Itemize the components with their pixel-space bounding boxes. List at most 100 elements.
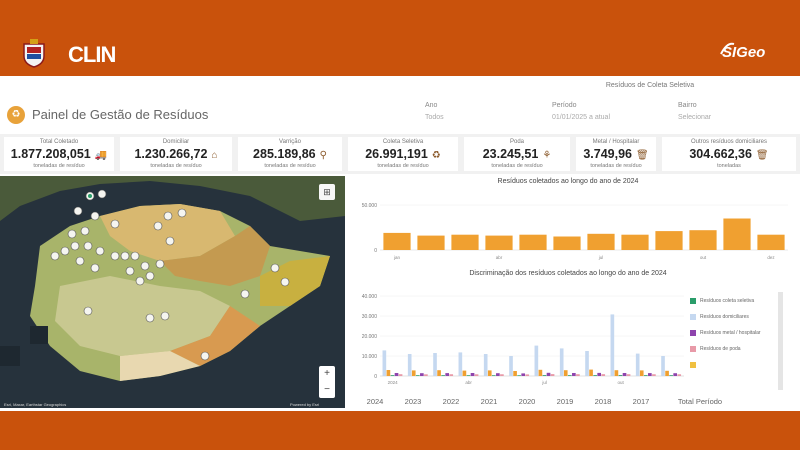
- year-tab[interactable]: 2019: [556, 397, 574, 406]
- kpi-label: Total Coletado: [39, 139, 79, 145]
- legend-swatch: [690, 297, 696, 304]
- legend-scrollbar[interactable]: [778, 292, 783, 390]
- legend-item[interactable]: Resíduos coleta seletiva: [690, 296, 754, 306]
- bar: [723, 218, 751, 250]
- y-tick-label: 10.000: [362, 354, 378, 360]
- map-marker: [75, 256, 85, 266]
- map-marker: [90, 263, 100, 273]
- bar: [559, 348, 564, 376]
- x-tick-label: jul: [598, 255, 604, 260]
- map-marker: [67, 229, 77, 239]
- x-tick-label: 2024: [388, 380, 399, 385]
- y-tick-label: 40.000: [362, 294, 378, 300]
- bar: [382, 350, 387, 376]
- layers-button[interactable]: ⊞: [319, 184, 335, 200]
- can-icon: 🗑: [755, 150, 769, 161]
- bar: [621, 234, 649, 250]
- bar: [500, 374, 504, 376]
- year-tab[interactable]: 2023: [404, 397, 422, 406]
- filter-year[interactable]: Ano Todos: [425, 102, 535, 132]
- land-north: [0, 176, 345, 221]
- bar: [689, 230, 717, 250]
- bar: [445, 373, 450, 376]
- bar: [420, 373, 424, 376]
- kpi-label: Poda: [509, 139, 524, 145]
- filter-period[interactable]: Período 01/01/2025 a atual: [552, 102, 662, 132]
- legend-item[interactable]: Resíduos domiciliares: [690, 312, 749, 322]
- y-tick-label: 50.000: [362, 203, 378, 209]
- bar: [661, 356, 665, 376]
- district-center: [55, 276, 230, 356]
- year-tab-total[interactable]: Total Período: [677, 397, 723, 406]
- filter-neighborhood[interactable]: Bairro Selecionar: [678, 102, 788, 132]
- zoom-in-button[interactable]: +: [324, 368, 330, 379]
- truck-icon: 🚚: [94, 150, 108, 161]
- kpi-value: 285.189,86 ⚲: [253, 147, 327, 161]
- map-marker: [165, 236, 175, 246]
- legend-item[interactable]: [690, 360, 700, 370]
- legend-swatch: [690, 345, 696, 352]
- broom-icon: ⚲: [319, 150, 327, 161]
- bar: [521, 373, 526, 376]
- bar: [407, 354, 412, 376]
- bar: [386, 370, 391, 376]
- top-bar: CLIN SIGeo: [0, 0, 800, 76]
- map-marker: [270, 263, 280, 273]
- district-north: [100, 204, 235, 261]
- year-tab[interactable]: 2020: [518, 397, 536, 406]
- dashboard-tab[interactable]: Resíduos de Coleta Seletiva: [605, 82, 695, 89]
- x-tick-label: out: [618, 380, 625, 385]
- year-tab[interactable]: 2022: [442, 397, 460, 406]
- map-marker: [135, 276, 145, 286]
- bar: [538, 369, 543, 376]
- bar: [451, 234, 479, 250]
- map-view[interactable]: ⊞ + − Esri, Maxar, Earthstar Geographics…: [0, 176, 345, 408]
- kpi-unit: toneladas de resíduo: [590, 163, 642, 169]
- bar: [622, 373, 627, 376]
- bar: [610, 314, 615, 376]
- bar: [433, 353, 437, 376]
- map-canvas[interactable]: [0, 176, 345, 408]
- zoom-control[interactable]: + −: [319, 366, 335, 398]
- map-marker: [153, 221, 163, 231]
- bar: [669, 375, 673, 376]
- bar: [487, 370, 492, 376]
- bar: [601, 374, 606, 376]
- map-marker: [145, 271, 155, 281]
- bar: [655, 231, 683, 250]
- tree-icon: ⚘: [542, 150, 552, 161]
- x-tick-label: jul: [541, 380, 547, 385]
- kpi-value: 26.991,191 ♻: [365, 147, 441, 161]
- bar: [587, 233, 615, 250]
- filter-period-label: Período: [552, 102, 577, 109]
- bar: [643, 375, 648, 376]
- bar: [618, 375, 623, 376]
- filter-year-value: Todos: [425, 114, 444, 121]
- year-tab[interactable]: 2024: [366, 397, 384, 406]
- bar: [398, 374, 403, 376]
- legend-item[interactable]: Resíduos metal / hospitalar: [690, 328, 761, 338]
- map-marker: [177, 208, 187, 218]
- bar: [466, 375, 471, 376]
- kpi-unit: toneladas: [717, 163, 741, 169]
- legend-item[interactable]: Resíduos de poda: [690, 344, 741, 354]
- map-attribution: Esri, Maxar, Earthstar Geographics: [4, 402, 67, 407]
- kpi-total: Total Coletado 1.877.208,051 🚚 toneladas …: [4, 137, 114, 171]
- map-marker: [83, 306, 93, 316]
- legend-swatch: [690, 313, 696, 320]
- bar: [635, 353, 640, 376]
- bar: [626, 374, 631, 376]
- kpi-unit: toneladas de resíduo: [377, 163, 429, 169]
- bar: [496, 373, 500, 376]
- year-tab[interactable]: 2021: [480, 397, 498, 406]
- year-tab[interactable]: 2017: [632, 397, 650, 406]
- year-tab[interactable]: 2018: [594, 397, 612, 406]
- map-marker: [125, 266, 135, 276]
- bar: [485, 235, 513, 250]
- zoom-out-button[interactable]: −: [324, 384, 330, 395]
- map-marker: [145, 313, 155, 323]
- map-marker: [155, 259, 165, 269]
- bar: [648, 373, 652, 376]
- map-attribution-powered: Powered by Esri: [290, 402, 320, 407]
- bar: [525, 374, 530, 376]
